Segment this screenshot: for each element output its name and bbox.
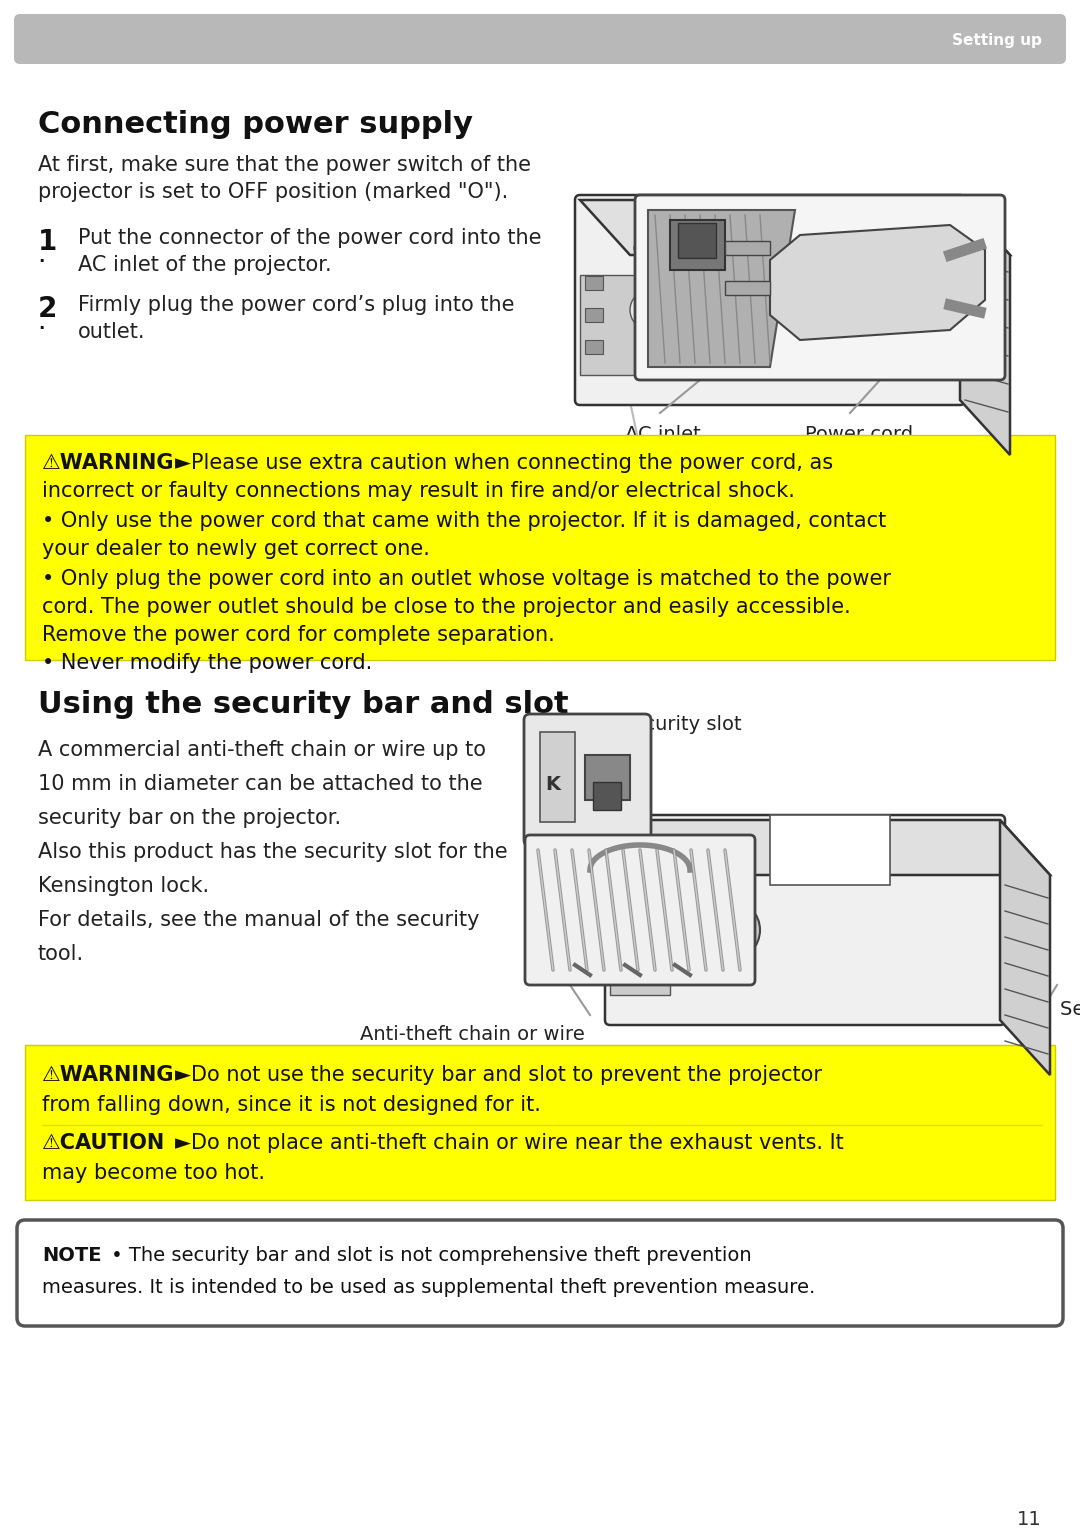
Text: NOTE: NOTE bbox=[42, 1246, 102, 1265]
Circle shape bbox=[717, 869, 727, 879]
Bar bbox=[593, 781, 621, 810]
Text: your dealer to newly get correct one.: your dealer to newly get correct one. bbox=[42, 539, 430, 559]
Text: 11: 11 bbox=[1017, 1511, 1042, 1529]
Circle shape bbox=[679, 247, 691, 257]
Bar bbox=[585, 308, 603, 322]
Text: outlet.: outlet. bbox=[78, 322, 146, 342]
Text: 10 mm in diameter can be attached to the: 10 mm in diameter can be attached to the bbox=[38, 774, 483, 794]
Circle shape bbox=[659, 242, 671, 254]
Text: ⚠WARNING: ⚠WARNING bbox=[42, 453, 175, 473]
Text: measures. It is intended to be used as supplemental theft prevention measure.: measures. It is intended to be used as s… bbox=[42, 1278, 815, 1298]
FancyBboxPatch shape bbox=[525, 835, 755, 985]
FancyBboxPatch shape bbox=[25, 435, 1055, 660]
Text: • Only use the power cord that came with the projector. If it is damaged, contac: • Only use the power cord that came with… bbox=[42, 512, 887, 532]
Text: Connecting power supply: Connecting power supply bbox=[38, 110, 473, 139]
Text: incorrect or faulty connections may result in fire and/or electrical shock.: incorrect or faulty connections may resu… bbox=[42, 481, 795, 501]
Bar bbox=[585, 276, 603, 290]
Text: .: . bbox=[38, 316, 44, 332]
Polygon shape bbox=[770, 225, 985, 340]
Text: 2: 2 bbox=[38, 296, 57, 323]
Text: For details, see the manual of the security: For details, see the manual of the secur… bbox=[38, 910, 480, 930]
FancyBboxPatch shape bbox=[635, 195, 1005, 380]
Bar bbox=[585, 755, 630, 800]
Bar bbox=[615, 954, 633, 970]
Text: ►Do not use the security bar and slot to prevent the projector: ►Do not use the security bar and slot to… bbox=[175, 1065, 822, 1085]
Text: Anti-theft chain or wire: Anti-theft chain or wire bbox=[360, 1025, 584, 1043]
Circle shape bbox=[700, 899, 760, 961]
Bar bbox=[725, 280, 770, 296]
Circle shape bbox=[634, 242, 646, 254]
Bar bbox=[540, 732, 575, 823]
Text: • The security bar and slot is not comprehensive theft prevention: • The security bar and slot is not compr… bbox=[105, 1246, 752, 1265]
Text: • Never modify the power cord.: • Never modify the power cord. bbox=[42, 653, 373, 673]
Text: ⚠CAUTION: ⚠CAUTION bbox=[42, 1134, 165, 1154]
Text: Remove the power cord for complete separation.: Remove the power cord for complete separ… bbox=[42, 625, 555, 645]
Polygon shape bbox=[648, 210, 795, 368]
Text: Firmly plug the power cord’s plug into the: Firmly plug the power cord’s plug into t… bbox=[78, 296, 514, 316]
Text: ⚠WARNING: ⚠WARNING bbox=[42, 1065, 175, 1085]
Text: Security bar: Security bar bbox=[1059, 1000, 1080, 1019]
Text: cord. The power outlet should be close to the projector and easily accessible.: cord. The power outlet should be close t… bbox=[42, 597, 851, 617]
FancyBboxPatch shape bbox=[17, 1219, 1063, 1327]
Bar bbox=[610, 885, 670, 994]
Circle shape bbox=[675, 866, 685, 875]
Text: .: . bbox=[38, 248, 44, 267]
Text: Put the connector of the power cord into the: Put the connector of the power cord into… bbox=[78, 228, 541, 248]
Text: may become too hot.: may become too hot. bbox=[42, 1163, 265, 1183]
Bar bbox=[580, 276, 635, 375]
FancyBboxPatch shape bbox=[524, 714, 651, 846]
Polygon shape bbox=[960, 201, 1010, 455]
Circle shape bbox=[630, 290, 670, 329]
Bar bbox=[585, 340, 603, 354]
FancyBboxPatch shape bbox=[14, 14, 1066, 64]
FancyBboxPatch shape bbox=[25, 1045, 1055, 1200]
Text: Setting up: Setting up bbox=[953, 32, 1042, 47]
Polygon shape bbox=[580, 201, 1010, 254]
Text: Power cord: Power cord bbox=[805, 424, 913, 444]
Text: AC inlet: AC inlet bbox=[625, 424, 701, 444]
Text: AC inlet of the projector.: AC inlet of the projector. bbox=[78, 254, 332, 276]
Text: A commercial anti-theft chain or wire up to: A commercial anti-theft chain or wire up… bbox=[38, 740, 486, 760]
Bar bbox=[615, 922, 633, 938]
Bar bbox=[670, 221, 725, 270]
Text: Also this product has the security slot for the: Also this product has the security slot … bbox=[38, 843, 508, 863]
Bar bbox=[770, 815, 890, 885]
Text: from falling down, since it is not designed for it.: from falling down, since it is not desig… bbox=[42, 1095, 541, 1115]
Text: tool.: tool. bbox=[38, 944, 84, 964]
Text: K: K bbox=[545, 775, 561, 795]
Text: At first, make sure that the power switch of the: At first, make sure that the power switc… bbox=[38, 155, 531, 175]
FancyBboxPatch shape bbox=[605, 815, 1005, 1025]
Circle shape bbox=[712, 912, 748, 948]
Text: Security slot: Security slot bbox=[620, 715, 742, 734]
Text: Kensington lock.: Kensington lock. bbox=[38, 876, 210, 896]
Text: projector is set to OFF position (marked "O").: projector is set to OFF position (marked… bbox=[38, 182, 509, 202]
Text: 1: 1 bbox=[38, 228, 57, 256]
Text: ►Please use extra caution when connecting the power cord, as: ►Please use extra caution when connectin… bbox=[175, 453, 833, 473]
FancyBboxPatch shape bbox=[575, 195, 966, 404]
Text: ►Do not place anti-theft chain or wire near the exhaust vents. It: ►Do not place anti-theft chain or wire n… bbox=[175, 1134, 843, 1154]
Bar bbox=[615, 892, 633, 905]
Polygon shape bbox=[1000, 820, 1050, 1075]
Bar bbox=[725, 241, 770, 254]
Bar bbox=[678, 224, 716, 257]
Circle shape bbox=[618, 277, 681, 342]
Text: • Only plug the power cord into an outlet whose voltage is matched to the power: • Only plug the power cord into an outle… bbox=[42, 568, 891, 588]
Text: Using the security bar and slot: Using the security bar and slot bbox=[38, 689, 569, 719]
Polygon shape bbox=[610, 820, 1050, 875]
Text: security bar on the projector.: security bar on the projector. bbox=[38, 807, 341, 827]
Circle shape bbox=[700, 866, 710, 875]
